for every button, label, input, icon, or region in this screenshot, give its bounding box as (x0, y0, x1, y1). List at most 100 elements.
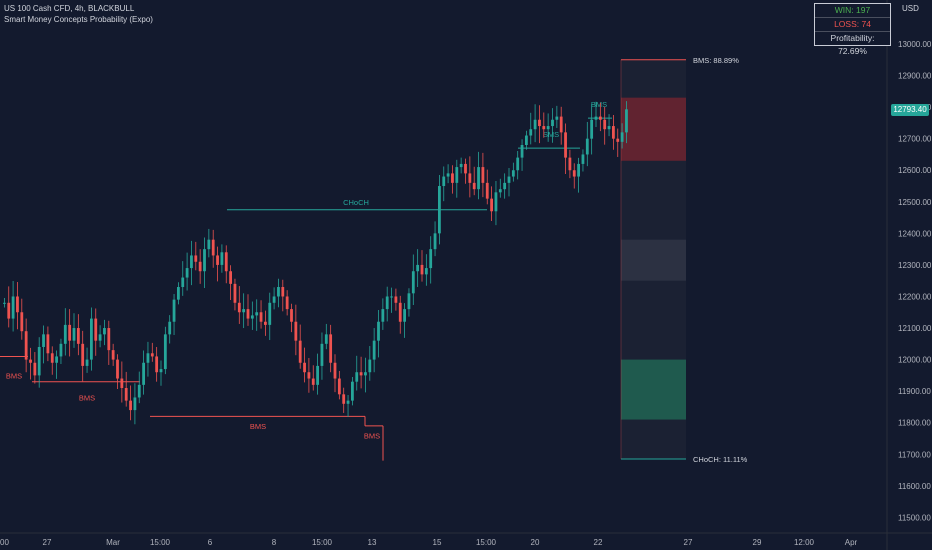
candle-body (68, 324, 72, 341)
structure-label: BMS (6, 371, 22, 380)
candle-body (477, 167, 480, 190)
price-tick-label: 11900.00 (898, 387, 931, 396)
candle-body (590, 119, 594, 139)
candle-body (250, 315, 254, 319)
structure-label: SMS (543, 130, 559, 139)
candle-body (42, 334, 45, 347)
candle-body (216, 255, 219, 265)
candle-body (568, 157, 572, 171)
candle-body (585, 138, 589, 155)
mid-zone (621, 239, 686, 281)
candle-body (72, 328, 76, 341)
candle-body (525, 135, 528, 145)
candle-body (281, 287, 285, 297)
candle-body (542, 126, 546, 130)
time-tick-label: Apr (845, 538, 858, 547)
candle-body (407, 293, 411, 310)
price-tick-label: 12100.00 (898, 324, 932, 333)
candle-body (98, 334, 102, 341)
candle-body (381, 309, 385, 322)
structure-label: BMS (250, 422, 266, 431)
time-tick-label: 15:00 (312, 538, 333, 547)
choch-probability-label: CHoCH: 11.11% (693, 455, 748, 464)
candle-body (494, 192, 498, 212)
candle-body (29, 359, 32, 363)
candle-body (190, 255, 193, 269)
candle-body (355, 372, 359, 382)
candle-body (207, 239, 211, 250)
price-tick-label: 12200.00 (898, 292, 932, 301)
price-tick-label: 12500.00 (898, 198, 932, 207)
candle-body (498, 189, 502, 193)
loss-count: LOSS: 74 (815, 18, 890, 32)
candle-body (177, 287, 180, 300)
symbol-title[interactable]: US 100 Cash CFD, 4h, BLACKBULL (4, 4, 135, 13)
candle-body (268, 302, 272, 325)
time-tick-label: 22 (594, 538, 603, 547)
candle-body (264, 321, 267, 325)
candle-body (220, 252, 224, 265)
candle-body (394, 296, 398, 303)
candle-body (320, 343, 324, 366)
candle-body (294, 321, 298, 341)
candle-body (398, 302, 402, 322)
candle-body (438, 186, 441, 234)
candle-body (90, 318, 93, 360)
candle-body (259, 312, 263, 322)
candle-body (211, 239, 215, 256)
candle-body (511, 170, 515, 177)
candle-body (564, 132, 567, 158)
candle-body (46, 334, 50, 354)
candle-body (24, 331, 28, 360)
price-tick-label: 12000.00 (898, 356, 932, 365)
candle-body (246, 309, 250, 319)
candle-body (290, 309, 293, 322)
candle-body (442, 176, 446, 187)
candle-body (155, 356, 159, 373)
candle-body (416, 264, 420, 272)
candle-body (390, 296, 393, 298)
candle-body (333, 362, 337, 379)
candle-body (150, 353, 154, 357)
time-tick-label: 27 (43, 538, 52, 547)
candle-body (16, 296, 19, 313)
candle-body (37, 346, 41, 376)
candle-body (424, 268, 428, 275)
candle-body (298, 340, 302, 363)
time-tick-label: 27 (684, 538, 693, 547)
candle-body (468, 173, 472, 183)
candle-body (85, 359, 89, 366)
price-tick-label: 12700.00 (898, 135, 932, 144)
candle-body (337, 378, 341, 395)
candle-body (277, 287, 280, 297)
candle-body (329, 334, 333, 363)
candle-body (172, 299, 176, 322)
indicator-title[interactable]: Smart Money Concepts Probability (Expo) (4, 15, 153, 24)
time-tick-label: 15 (433, 538, 442, 547)
candle-body (103, 328, 106, 335)
candle-body (351, 381, 354, 401)
candle-body (555, 116, 559, 120)
candle-body (529, 129, 533, 136)
candle-body (285, 296, 289, 310)
time-tick-label: 13 (368, 538, 377, 547)
candle-body (81, 343, 85, 366)
candle-body (133, 397, 137, 411)
candle-body (63, 324, 67, 344)
candle-body (533, 119, 537, 130)
candle-body (455, 167, 459, 183)
candle-body (55, 356, 58, 363)
candle-body (459, 163, 463, 168)
price-tick-label: 11600.00 (898, 482, 931, 491)
candle-body (194, 255, 198, 262)
time-tick-label: 20 (531, 538, 540, 547)
candle-body (129, 400, 132, 411)
structure-label: BMS (591, 100, 607, 109)
candle-body (181, 277, 185, 288)
candle-body (198, 261, 202, 272)
candle-body (272, 296, 276, 303)
candle-body (581, 154, 585, 164)
candle-body (520, 144, 524, 158)
